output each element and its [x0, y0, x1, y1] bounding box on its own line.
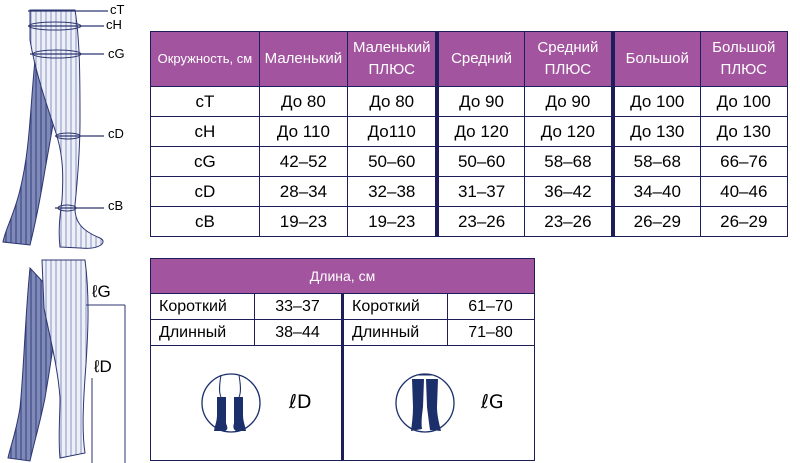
label-cG: cG: [108, 46, 125, 61]
table-cell: До 130: [700, 117, 788, 147]
length-right-vline: [447, 294, 448, 346]
table-cell: До 80: [348, 87, 440, 117]
table-cell: 19–23: [348, 207, 440, 237]
table-cell: 36–42: [524, 177, 616, 207]
thigh-high-stocking-icon: [395, 373, 455, 433]
header-large-plus: Большой ПЛЮС: [700, 31, 788, 87]
length-table-title: Длина, см: [151, 259, 534, 294]
symbol-lG: ℓG: [481, 391, 504, 413]
table-cell: До 120: [439, 117, 525, 147]
table-row: cG 42–52 50–60 50–60 58–68 58–68 66–76: [150, 147, 788, 177]
length-right-short-value: 61–70: [447, 294, 534, 320]
table-cell: До 80: [259, 87, 349, 117]
table-cell: 23–26: [439, 207, 525, 237]
table-cell: 50–60: [439, 147, 525, 177]
label-cB: cB: [108, 198, 124, 213]
table-cell: До 100: [615, 87, 701, 117]
table-cell: 66–76: [700, 147, 788, 177]
table-cell: 26–29: [615, 207, 701, 237]
leg-length-diagram: [7, 259, 126, 463]
row-label: cB: [150, 207, 260, 237]
size-table-header: Окружность, см Маленький Маленький ПЛЮС С…: [150, 31, 788, 87]
label-cD: cD: [108, 126, 124, 141]
size-table: Окружность, см Маленький Маленький ПЛЮС С…: [150, 31, 788, 237]
label-lD: ℓD: [94, 357, 112, 376]
symbol-lD: ℓD: [289, 391, 312, 413]
table-cell: До 130: [615, 117, 701, 147]
header-small: Маленький: [259, 31, 349, 87]
table-cell: До 100: [700, 87, 788, 117]
row-label: cT: [150, 87, 260, 117]
table-cell: 26–29: [700, 207, 788, 237]
table-row: cD 28–34 32–38 31–37 36–42 34–40 40–46: [150, 177, 788, 207]
row-label: cH: [150, 117, 260, 147]
header-small-plus: Маленький ПЛЮС: [348, 31, 440, 87]
row-label: cD: [150, 177, 260, 207]
table-cell: 31–37: [439, 177, 525, 207]
leg-circumference-diagram: [2, 9, 108, 249]
length-left-short-label: Короткий: [151, 294, 254, 320]
length-left-long-value: 38–44: [254, 320, 341, 346]
label-cH: cH: [106, 17, 122, 32]
table-cell: До 120: [524, 117, 616, 147]
length-table-divider: [341, 293, 344, 460]
table-cell: 28–34: [259, 177, 349, 207]
header-medium-plus: Средний ПЛЮС: [524, 31, 616, 87]
table-cell: 58–68: [615, 147, 701, 177]
row-label: cG: [150, 147, 260, 177]
table-cell: 40–46: [700, 177, 788, 207]
table-cell: 23–26: [524, 207, 616, 237]
table-cell: До 110: [259, 117, 349, 147]
length-right-long-value: 71–80: [447, 320, 534, 346]
table-cell: 58–68: [524, 147, 616, 177]
table-cell: 34–40: [615, 177, 701, 207]
table-cell: 32–38: [348, 177, 440, 207]
length-right-long-label: Длинный: [344, 320, 447, 346]
table-row: cT До 80 До 80 До 90 До 90 До 100 До 100: [150, 87, 788, 117]
table-cell: 50–60: [348, 147, 440, 177]
table-cell: До 90: [439, 87, 525, 117]
table-row: cB 19–23 19–23 23–26 23–26 26–29 26–29: [150, 207, 788, 237]
table-cell: 19–23: [259, 207, 349, 237]
table-cell: До 90: [524, 87, 616, 117]
header-medium: Средний: [439, 31, 525, 87]
length-left-vline: [254, 294, 255, 346]
header-large: Большой: [615, 31, 701, 87]
length-right-short-label: Короткий: [344, 294, 447, 320]
table-row: cH До 110 До110 До 120 До 120 До 130 До …: [150, 117, 788, 147]
header-circumference: Окружность, см: [150, 31, 260, 87]
length-left-short-value: 33–37: [254, 294, 341, 320]
table-cell: До110: [348, 117, 440, 147]
length-left-long-label: Длинный: [151, 320, 254, 346]
knee-high-stocking-icon: [201, 373, 261, 433]
length-table: Длина, см Короткий 33–37 Длинный 38–44 К…: [150, 258, 535, 461]
table-cell: 42–52: [259, 147, 349, 177]
label-cT: cT: [110, 2, 125, 17]
label-lG: ℓG: [92, 282, 111, 301]
